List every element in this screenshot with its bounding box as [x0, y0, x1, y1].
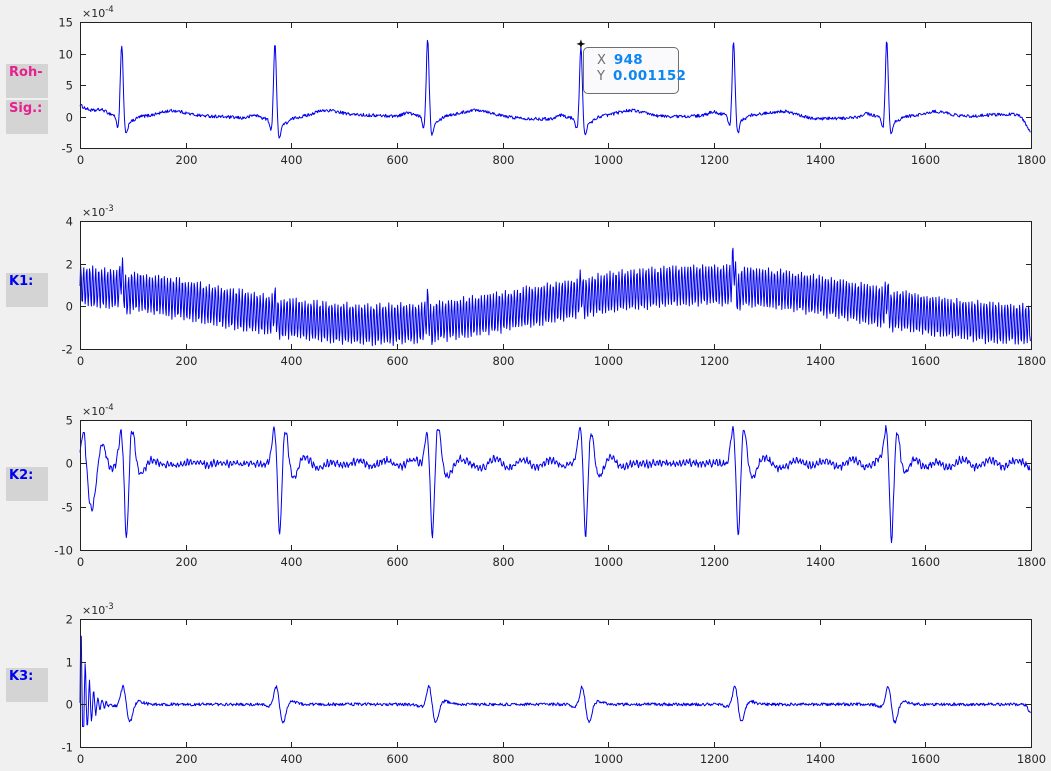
signal-line-k2[interactable]: [79, 425, 1031, 544]
x-tick-label: 1000: [594, 555, 623, 569]
x-tick-label: 0: [77, 752, 84, 766]
x-tick-label: 1200: [700, 153, 729, 167]
side-label-k2: K2:: [6, 467, 48, 501]
y-tick-label: 0: [66, 698, 73, 712]
x-tick-label: 400: [281, 555, 303, 569]
side-label-k3-text: K3:: [9, 669, 34, 684]
side-label-k2-text: K2:: [9, 468, 34, 483]
side-label-k1: K1:: [6, 273, 48, 307]
datatip-marker[interactable]: [576, 39, 586, 49]
side-label-sig: Sig.:: [6, 100, 48, 134]
y-tick-label: 0: [66, 111, 73, 125]
y-tick-label: 2: [66, 613, 73, 627]
x-tick-label: 800: [493, 555, 515, 569]
plot-area-k1[interactable]: [80, 221, 1031, 349]
x-tick-label: 1800: [1017, 752, 1046, 766]
y-tick-label: 15: [58, 16, 73, 30]
x-tick-label: 200: [176, 752, 198, 766]
x-tick-label: 1800: [1017, 354, 1046, 368]
y-tick-label: -10: [54, 544, 73, 558]
x-tick-label: 600: [387, 752, 409, 766]
x-tick-label: 1600: [911, 555, 940, 569]
y-tick-label: 2: [66, 258, 73, 272]
side-label-sig-text: Sig.:: [9, 101, 43, 116]
side-label-k1-text: K1:: [9, 274, 34, 289]
x-tick-label: 0: [77, 354, 84, 368]
plot-area-rohsig[interactable]: [80, 22, 1031, 148]
x-tick-label: 1200: [700, 752, 729, 766]
datatip[interactable]: X 948 Y 0.001152: [583, 47, 686, 94]
signal-line-rohsig[interactable]: [79, 39, 1031, 139]
x-tick-label: 200: [176, 354, 198, 368]
signal-line-k1[interactable]: [79, 247, 1031, 347]
datatip-x-row: X 948: [597, 52, 678, 68]
x-tick-label: 600: [387, 153, 409, 167]
datatip-y-row: Y 0.001152: [597, 68, 686, 84]
x-tick-label: 1200: [700, 354, 729, 368]
y-tick-label: 1: [66, 656, 73, 670]
x-tick-label: 1600: [911, 752, 940, 766]
y-tick-label: 4: [66, 215, 73, 229]
x-tick-label: 1400: [806, 354, 835, 368]
x-tick-label: 1800: [1017, 153, 1046, 167]
subplot-k3: 0 200 400 600 800 1000 1200 1400 1600 1800 -1 0 1 2 ×1…: [62, 602, 1047, 766]
y-tick-label: 0: [66, 300, 73, 314]
x-tick-label: 400: [281, 354, 303, 368]
axes-box: [80, 22, 1032, 149]
datatip-y-value: 0.001152: [612, 68, 687, 84]
x-tick-label: 400: [281, 752, 303, 766]
x-tick-label: 1000: [594, 153, 623, 167]
datatip-x-label: X: [597, 53, 606, 68]
x-tick-label: 1000: [594, 354, 623, 368]
x-tick-label: 600: [387, 354, 409, 368]
y-tick-label: 10: [58, 48, 73, 62]
x-tick-label: 1400: [806, 555, 835, 569]
y-tick-label: -5: [62, 501, 73, 515]
axes-box: [80, 420, 1032, 551]
signal-line-k3[interactable]: [79, 635, 1031, 728]
x-tick-label: 200: [176, 153, 198, 167]
side-label-roh-text: Roh-: [9, 65, 43, 80]
y-tick-label: -2: [62, 343, 73, 357]
x-tick-label: 1800: [1017, 555, 1046, 569]
y-tick-label: -1: [62, 741, 73, 755]
side-label-k3: K3:: [6, 668, 48, 702]
x-tick-label: 1600: [911, 153, 940, 167]
x-tick-label: 1400: [806, 153, 835, 167]
x-tick-label: 400: [281, 153, 303, 167]
x-tick-label: 1200: [700, 555, 729, 569]
x-tick-label: 800: [493, 153, 515, 167]
x-tick-label: 600: [387, 555, 409, 569]
y-exponent-label: ×10-4: [82, 5, 114, 20]
plot-area-k2[interactable]: [80, 420, 1031, 550]
y-exponent-label: ×10-4: [82, 403, 114, 418]
y-tick-label: -5: [62, 142, 73, 156]
axes-box: [80, 221, 1032, 350]
x-tick-label: 0: [77, 153, 84, 167]
subplot-k1: 0 200 400 600 800 1000 1200 1400 1600 1800 -2 0 2 4 ×1…: [62, 204, 1047, 368]
subplot-rohsig: 0 200 400 600 800 1000 1200 1400 1600 1800 -5 0 5 10 1…: [58, 5, 1046, 167]
side-label-roh: Roh-: [6, 64, 48, 98]
y-tick-label: 0: [66, 457, 73, 471]
x-tick-label: 1000: [594, 752, 623, 766]
x-tick-label: 800: [493, 752, 515, 766]
y-tick-label: 5: [66, 414, 73, 428]
datatip-x-value: 948: [613, 52, 643, 68]
x-tick-label: 800: [493, 354, 515, 368]
x-tick-label: 200: [176, 555, 198, 569]
y-exponent-label: ×10-3: [82, 602, 114, 617]
datatip-y-label: Y: [597, 69, 605, 84]
x-tick-label: 1600: [911, 354, 940, 368]
plot-area-k3[interactable]: [80, 619, 1031, 747]
subplot-k2: 0 200 400 600 800 1000 1200 1400 1600 1800 -10 -5 0 5…: [54, 403, 1046, 569]
y-exponent-label: ×10-3: [82, 204, 114, 219]
x-tick-label: 0: [77, 555, 84, 569]
y-tick-label: 5: [66, 79, 73, 93]
x-tick-label: 1400: [806, 752, 835, 766]
axes-box: [80, 619, 1032, 748]
